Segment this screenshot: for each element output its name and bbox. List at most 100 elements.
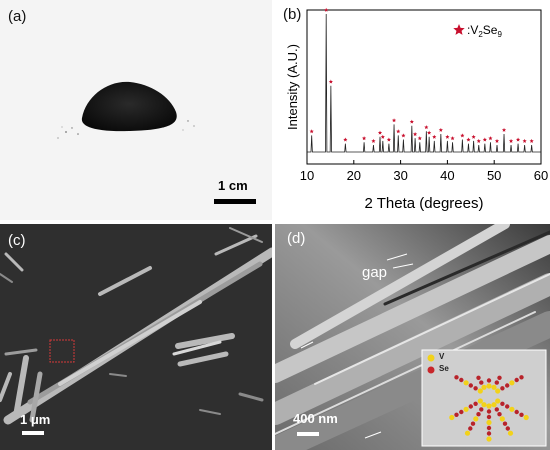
x-tick-label-50: 50 — [487, 168, 501, 183]
inset-atom — [519, 375, 524, 380]
inset-atom — [473, 416, 479, 422]
xrd-chart: 10 20 30 40 50 60 Intensity (A.U.) 2 Theta (d… — [285, 7, 548, 212]
inset-atom — [509, 380, 515, 386]
peak-marker-0 — [309, 129, 314, 134]
inset-atom — [514, 409, 519, 415]
scale-label-a: 1 cm — [218, 178, 248, 193]
inset-legend-v-label: V — [439, 352, 445, 361]
inset-atom — [509, 406, 515, 412]
inset-atom — [473, 386, 478, 391]
inset-atom — [497, 412, 502, 417]
peak-marker-12 — [409, 119, 414, 124]
panel-d-sem-image: (d) gap 400 nm V Se — [275, 224, 550, 450]
x-tick-label-10: 10 — [300, 168, 314, 183]
inset-atom — [523, 414, 529, 421]
legend-label: :V2Se9 — [467, 23, 502, 39]
inset-atom — [479, 407, 484, 412]
inset-atom — [468, 383, 473, 388]
inset-atom — [468, 404, 473, 409]
panel-label-b: (b) — [283, 6, 302, 23]
x-tick-label-30: 30 — [393, 168, 407, 183]
x-tick-label-20: 20 — [347, 168, 361, 183]
inset-atom — [481, 402, 487, 408]
panel-label-d: (d) — [287, 230, 306, 247]
scale-bar-d — [297, 432, 319, 436]
inset-atom — [479, 380, 484, 385]
inset-atom — [486, 436, 492, 442]
scale-label-d: 400 nm — [293, 411, 338, 426]
peak-marker-30 — [515, 137, 521, 142]
inset-atom — [491, 384, 497, 390]
peak-marker-7 — [380, 134, 385, 139]
inset-legend-se-label: Se — [439, 364, 449, 373]
sem-image-c — [0, 224, 272, 450]
peak-marker-16 — [427, 130, 432, 135]
inset-atom — [495, 388, 501, 394]
peak-marker-8 — [386, 137, 391, 142]
peak-marker-10 — [396, 129, 401, 134]
peak-marker-25 — [482, 137, 487, 142]
panel-label-a: (a) — [8, 8, 27, 25]
inset-atom — [459, 377, 464, 383]
scale-bar-c — [22, 431, 44, 435]
panel-c-sem-image: (c) 1 μm — [0, 224, 272, 450]
peak-marker-2 — [328, 79, 333, 84]
peak-marker-28 — [501, 127, 507, 132]
panel-b-xrd-chart: 10 20 30 40 50 60 Intensity (A.U.) 2 Theta (d… — [275, 0, 550, 220]
gap-annotation: gap — [362, 264, 388, 281]
inset-atom — [486, 419, 492, 426]
inset-atom — [486, 403, 492, 409]
inset-atom — [491, 402, 497, 408]
inset-atom — [519, 412, 524, 417]
inset-atom — [494, 380, 499, 385]
peak-marker-23 — [471, 134, 476, 139]
inset-atom — [486, 383, 492, 389]
inset-atom — [477, 388, 483, 394]
peak-marker-29 — [508, 138, 514, 143]
inset-atom — [505, 426, 510, 431]
zoom-region-box — [49, 339, 75, 363]
peak-marker-13 — [413, 132, 418, 136]
inset-atom — [514, 377, 519, 383]
peak-marker-26 — [488, 136, 493, 141]
legend-se-atom — [427, 366, 435, 374]
peak-marker-11 — [401, 133, 406, 138]
inset-atom — [486, 425, 492, 431]
peak-marker-3 — [343, 137, 348, 142]
scale-bar-a — [214, 199, 256, 204]
powder-pile — [81, 81, 177, 132]
inset-atom — [477, 398, 483, 404]
peak-marker-22 — [466, 137, 471, 142]
x-tick-label-40: 40 — [440, 168, 454, 183]
inset-atom — [468, 426, 473, 431]
legend-v-atom — [427, 354, 435, 362]
inset-atom — [476, 412, 481, 417]
inset-atom — [486, 378, 492, 383]
inset-atom — [497, 375, 502, 380]
y-axis-label: Intensity (A.U.) — [285, 44, 300, 130]
inset-atom — [495, 398, 501, 404]
inset-atom — [486, 414, 492, 420]
peak-marker-15 — [424, 125, 429, 130]
peak-marker-9 — [391, 118, 397, 123]
inset-atom — [476, 375, 481, 380]
inset-atom — [505, 383, 510, 388]
inset-atom — [505, 404, 510, 409]
crystal-structure-inset — [421, 349, 547, 447]
inset-atom — [449, 414, 455, 421]
inset-atom — [470, 421, 476, 426]
inset-atom — [459, 409, 464, 415]
inset-atom — [499, 416, 505, 422]
panel-label-c: (c) — [8, 232, 26, 249]
inset-atom — [507, 430, 514, 436]
inset-atom — [481, 384, 487, 390]
nanowire-bundles — [0, 227, 272, 425]
inset-atom — [454, 412, 459, 417]
x-tick-label-60: 60 — [534, 168, 548, 183]
inset-atom — [500, 386, 505, 391]
gap-arrows — [300, 253, 414, 439]
peak-marker-27 — [494, 138, 500, 143]
nanowire-strands — [275, 224, 550, 450]
peak-marker-19 — [445, 134, 450, 139]
peak-marker-31 — [522, 138, 527, 143]
